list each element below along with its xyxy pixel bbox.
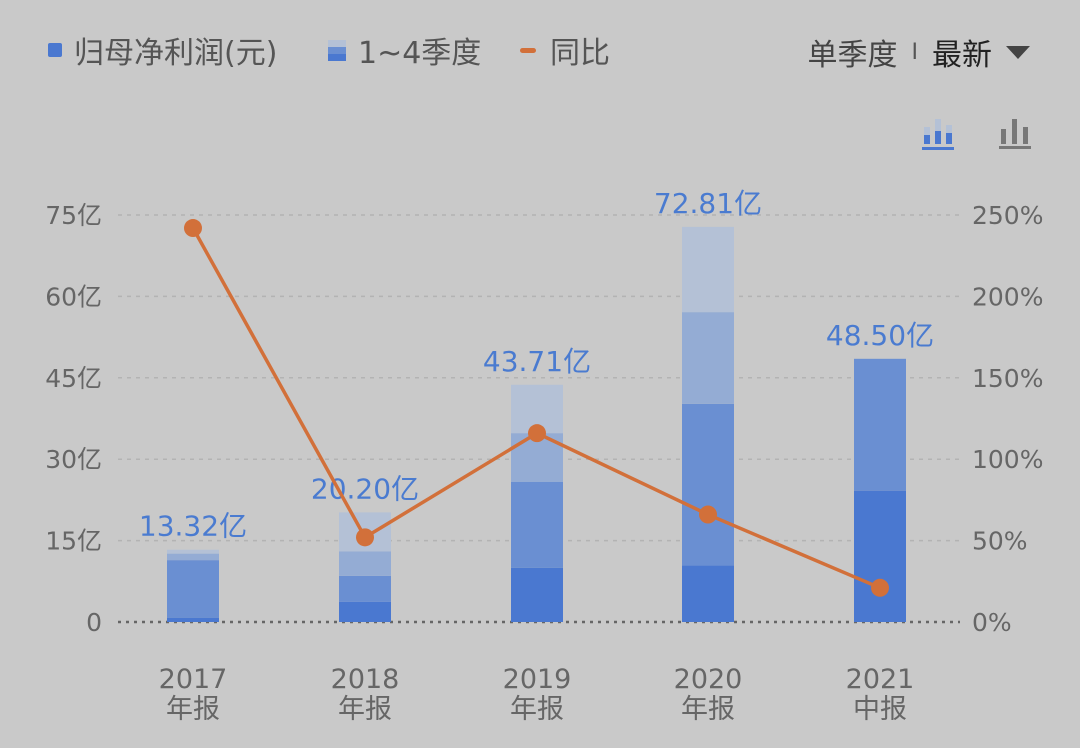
bar-segment-q1[interactable]	[511, 567, 563, 622]
right-tick-label: 250%	[972, 201, 1043, 230]
yoy-swatch-icon	[520, 47, 536, 53]
left-tick-label: 45亿	[45, 364, 102, 393]
category-report-label: 年报	[681, 694, 735, 725]
legend-net-profit-label: 归母净利润(元)	[74, 36, 278, 71]
right-tick-label: 0%	[972, 608, 1012, 637]
yoy-point[interactable]	[871, 578, 889, 597]
value-labels: 13.32亿 20.20亿 43.71亿 72.81亿 48.50亿	[139, 187, 934, 543]
period-single-quarter[interactable]: 单季度	[807, 38, 898, 73]
sort-latest[interactable]: 最新	[932, 38, 992, 73]
bar-segment-q2[interactable]	[682, 403, 734, 566]
category-report-label: 年报	[166, 694, 220, 725]
legend-quarters-label: 1~4季度	[358, 36, 482, 71]
category-year-label: 2020	[674, 664, 743, 695]
bar-total-label: 20.20亿	[311, 472, 419, 505]
bar-segment-q2[interactable]	[339, 575, 391, 602]
bar-segment-q2[interactable]	[854, 358, 906, 491]
left-tick-label: 15亿	[45, 527, 102, 556]
right-tick-label: 200%	[972, 282, 1043, 311]
bar-chart-icon[interactable]	[997, 115, 1033, 151]
bars	[167, 226, 906, 622]
stacked-quarters-swatch-icon	[328, 39, 346, 61]
legend-quarters[interactable]: 1~4季度	[328, 28, 481, 72]
right-tick-label: 150%	[972, 364, 1043, 393]
yoy-point[interactable]	[699, 505, 717, 524]
yoy-point[interactable]	[356, 528, 374, 547]
legend-yoy-label: 同比	[550, 36, 610, 71]
yoy-line	[184, 219, 889, 597]
bar-segment-q3[interactable]	[682, 312, 734, 404]
left-tick-label: 30亿	[45, 445, 102, 474]
bar-total-label: 43.71亿	[483, 345, 591, 378]
bar-segment-q1[interactable]	[167, 617, 219, 622]
bar-total-label: 48.50亿	[826, 319, 934, 352]
bar-segment-q4[interactable]	[167, 549, 219, 554]
category-year-label: 2021	[846, 664, 915, 695]
left-axis: 0 15亿 30亿 45亿 60亿 75亿	[45, 201, 102, 637]
bar-segment-q2[interactable]	[511, 481, 563, 568]
bar-segment-q4[interactable]	[682, 226, 734, 313]
left-tick-label: 75亿	[45, 201, 102, 230]
bar-segment-q1[interactable]	[682, 565, 734, 622]
yoy-point[interactable]	[184, 219, 202, 238]
separator: I	[911, 39, 919, 65]
chevron-down-icon[interactable]	[1006, 45, 1030, 59]
stacked-bar-chart-icon[interactable]	[920, 115, 956, 151]
right-tick-label: 100%	[972, 445, 1043, 474]
left-tick-label: 60亿	[45, 282, 102, 311]
bar-total-label: 13.32亿	[139, 510, 247, 543]
bar-total-label: 72.81亿	[654, 187, 762, 220]
right-tick-label: 50%	[972, 527, 1028, 556]
category-year-label: 2019	[503, 664, 572, 695]
bar-segment-q3[interactable]	[167, 553, 219, 561]
bar-segment-q1[interactable]	[854, 490, 906, 622]
legend-net-profit[interactable]: 归母净利润(元)	[48, 28, 277, 72]
right-axis: 0% 50% 100% 150% 200% 250%	[972, 201, 1043, 637]
bar-segment-q2[interactable]	[167, 560, 219, 618]
yoy-point[interactable]	[528, 424, 546, 443]
bar-segment-q3[interactable]	[339, 551, 391, 576]
bar-segment-q1[interactable]	[339, 601, 391, 622]
legend-yoy[interactable]: 同比	[520, 28, 610, 72]
category-year-label: 2017	[159, 664, 228, 695]
chart-header: 归母净利润(元) 1~4季度 同比 单季度 I 最新	[0, 0, 1080, 100]
period-selector: 单季度 I 最新	[807, 30, 1030, 74]
net-profit-swatch-icon	[48, 43, 62, 57]
category-report-label: 年报	[338, 694, 392, 725]
category-report-label: 中报	[853, 694, 907, 725]
category-report-label: 年报	[510, 694, 564, 725]
category-year-label: 2018	[331, 664, 400, 695]
left-tick-label: 0	[86, 608, 102, 637]
